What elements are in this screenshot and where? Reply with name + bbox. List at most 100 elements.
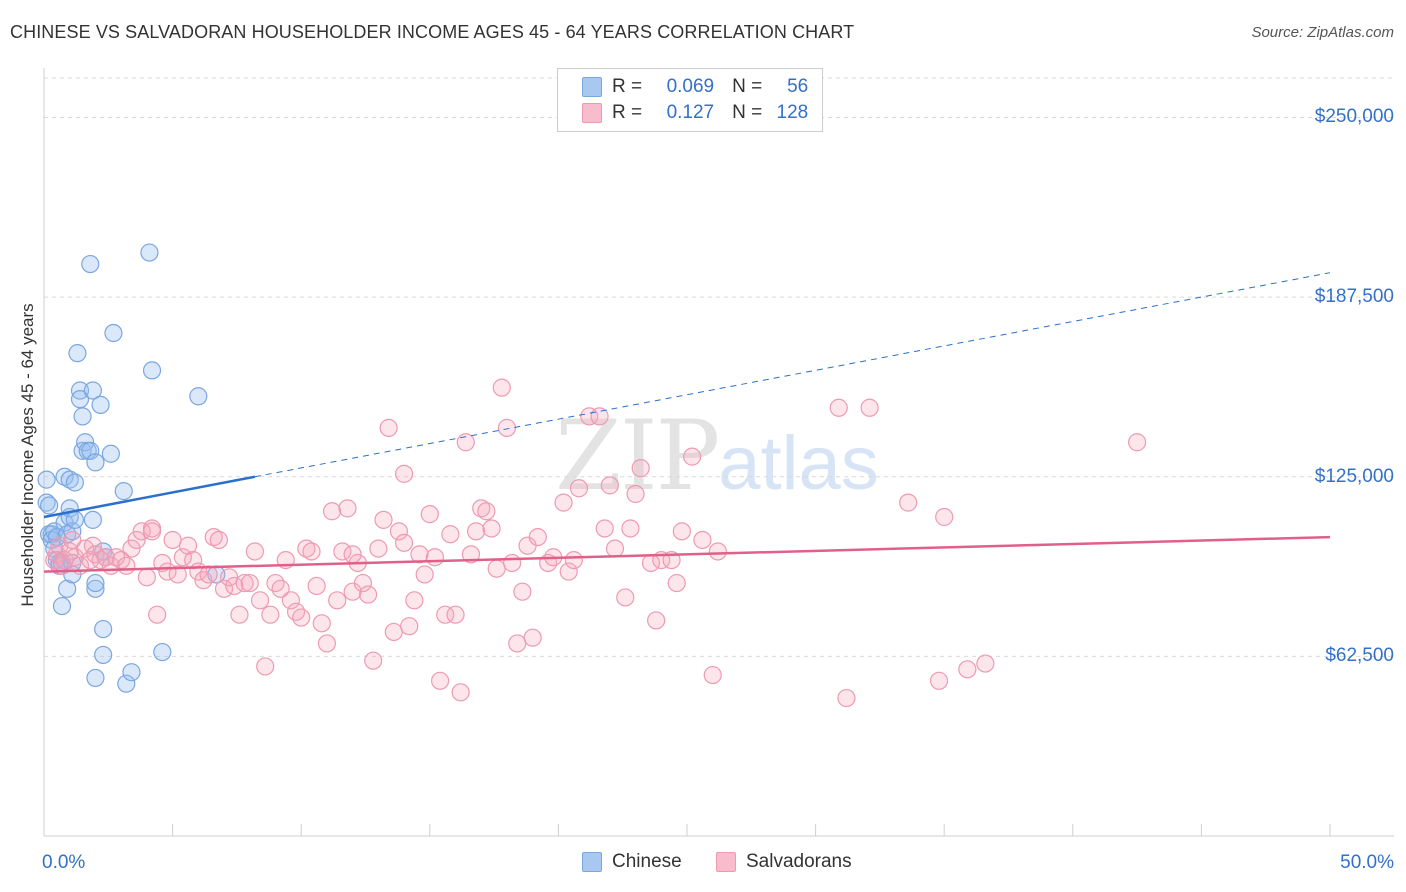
salvadoran-point (81, 550, 100, 570)
chinese-point (142, 361, 162, 380)
salvadoran-point (132, 522, 151, 541)
chinese-point (153, 642, 172, 662)
salvadoran-point (225, 576, 244, 596)
watermark: ZIPatlas (555, 400, 879, 512)
salvadoran-point (256, 657, 275, 676)
salvadoran-point (410, 545, 429, 564)
salvadoran-point (703, 665, 722, 685)
chinese-point (94, 645, 113, 665)
salvadoran-point (271, 579, 290, 598)
salvadoran-point (122, 539, 141, 558)
salvadoran-point (477, 502, 496, 521)
salvadoran-point (240, 573, 259, 593)
chinese-point (86, 668, 105, 688)
salvadoran-point (693, 530, 712, 550)
salvadoran-point (230, 605, 249, 624)
salvadoran-point (302, 542, 321, 561)
salvadoran-point (503, 553, 522, 573)
chinese-point (65, 473, 84, 492)
chinese-point (65, 510, 84, 529)
salvadoran-point (389, 522, 409, 541)
chinese-trend-line (43, 475, 256, 519)
chinese-point (86, 573, 105, 593)
salvadoran-point (708, 542, 727, 561)
salvadoran-point (667, 573, 686, 593)
salvadoran-point (333, 542, 352, 561)
salvadoran-point (148, 605, 167, 624)
salvadoran-point (261, 605, 280, 624)
salvadoran-point (235, 573, 254, 593)
salvadoran-point (672, 522, 691, 541)
salvadoran-point (312, 614, 331, 633)
salvadoran-point (446, 605, 465, 624)
legend-r-value: 0.069 (666, 76, 715, 97)
salvadoran-point (142, 522, 162, 541)
y-tick-label: $62,500 (1325, 645, 1394, 667)
legend-n-value: 128 (776, 102, 809, 123)
legend-item-salvadorans[interactable]: Salvadorans (716, 851, 852, 873)
chinese-point (83, 510, 102, 529)
salvadoran-point (554, 493, 573, 512)
salvadoran-point (400, 617, 419, 636)
salvadoran-point (899, 493, 918, 512)
salvadoran-point (374, 510, 393, 529)
chinese-point (83, 381, 102, 400)
salvadoran-point (178, 536, 198, 555)
salvadoran-point (466, 522, 486, 541)
chart-title: CHINESE VS SALVADORAN HOUSEHOLDER INCOME… (10, 22, 855, 42)
salvadoran-point (616, 588, 635, 607)
salvadoran-point (605, 539, 625, 558)
legend-label-salvadorans: Salvadorans (746, 851, 852, 872)
legend-row-salvadorans: R = 0.127 N = 128 (582, 100, 808, 126)
salvadoran-point (626, 484, 645, 504)
salvadoran-point (127, 530, 146, 550)
salvadoran-point (209, 530, 228, 550)
chinese-point (104, 323, 123, 343)
salvadoran-point (317, 634, 337, 653)
legend-item-chinese[interactable]: Chinese (582, 851, 682, 873)
chinese-point (117, 674, 136, 693)
chinese-point (101, 444, 120, 463)
chinese-point (68, 344, 87, 363)
salvadoran-point (451, 683, 470, 702)
salvadoran-point (292, 608, 311, 627)
salvadoran-point (829, 398, 848, 417)
y-tick-label: $125,000 (1314, 465, 1394, 487)
salvadoran-point (683, 447, 702, 466)
salvadoran-point (405, 591, 424, 610)
legend-swatch-salvadorans (716, 852, 736, 872)
y-tick-label: $250,000 (1314, 106, 1394, 128)
legend-swatch-chinese (582, 77, 602, 97)
legend-r-value: 0.127 (666, 102, 715, 123)
legend-label-chinese: Chinese (612, 851, 682, 872)
salvadoran-point (621, 519, 640, 538)
x-tick-label-max: 50.0% (1340, 852, 1394, 873)
watermark-zip: ZIP (555, 400, 720, 512)
salvadoran-point (137, 568, 156, 587)
chinese-point (114, 482, 133, 501)
salvadoran-point (168, 565, 187, 584)
salvadoran-point (647, 611, 666, 630)
salvadoran-point (837, 688, 856, 708)
salvadoran-point (430, 671, 450, 690)
chinese-point (189, 387, 208, 406)
salvadoran-point (286, 602, 306, 621)
chinese-point (94, 619, 113, 639)
salvadoran-trend-line (43, 535, 1331, 573)
salvadoran-point (569, 479, 589, 498)
salvadoran-point (379, 418, 398, 437)
legend-n-label: N = (732, 76, 763, 97)
salvadoran-point (96, 548, 115, 567)
salvadoran-point (353, 573, 373, 593)
salvadoran-point (523, 628, 542, 647)
salvadoran-point (173, 548, 192, 567)
salvadoran-point (394, 533, 414, 552)
salvadoran-point (328, 591, 347, 610)
salvadoran-point (461, 545, 481, 564)
chinese-point (73, 407, 92, 426)
chinese-point (140, 243, 159, 262)
chinese-point (70, 390, 90, 409)
salvadoran-point (204, 527, 223, 547)
legend-swatch-chinese (582, 852, 602, 872)
salvadoran-point (929, 671, 949, 690)
